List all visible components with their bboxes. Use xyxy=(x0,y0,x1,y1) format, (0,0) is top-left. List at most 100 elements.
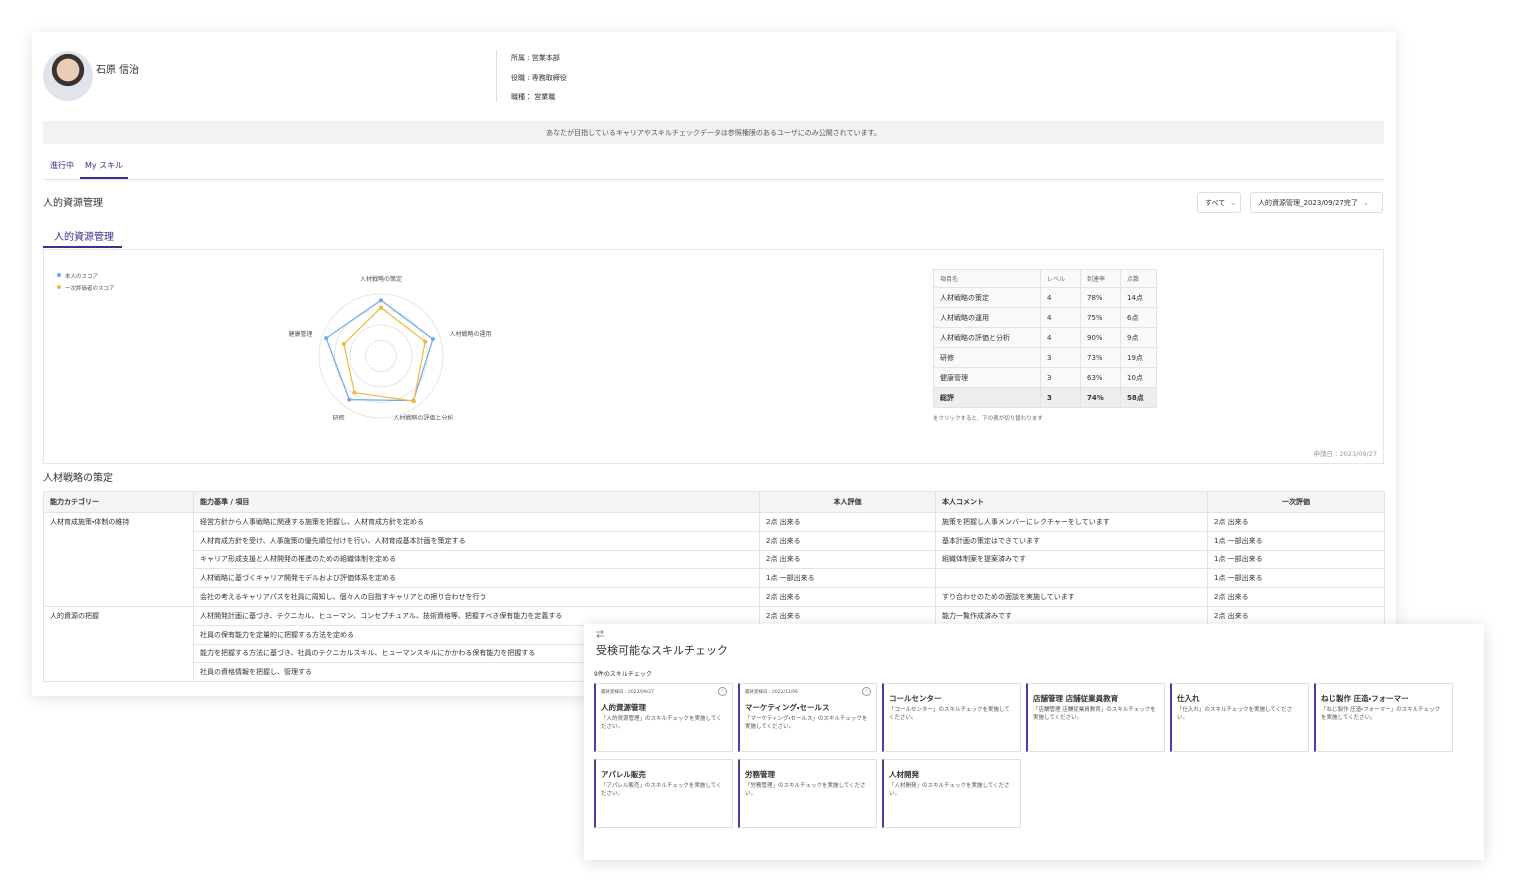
score-table: 項目名 レベル 到達率 点数 人材戦略の策定 4 78% 14点 人材戦略の運用 4 75% 6点 人材… xyxy=(933,269,1157,408)
score-cell: 14点 xyxy=(1120,287,1157,308)
skill-card[interactable]: アパレル販売「アパレル販売」のスキルチェックを実施してください。 xyxy=(594,759,733,828)
radar-point xyxy=(352,390,357,395)
section-title: 人的資源管理 xyxy=(43,198,103,209)
notice-bar xyxy=(43,121,1384,144)
detail-row: 人的資源の把握 人材開発計画に基づき、テクニカル、ヒューマン、コンセプチュアル、技… xyxy=(43,605,1385,683)
score-cell: 3 xyxy=(1040,367,1081,388)
score-row[interactable]: 総評 3 74% 58点 xyxy=(933,387,1157,408)
chevron: ⌄ xyxy=(1230,199,1237,207)
skill-card[interactable]: 最終受検日：2023/09/27 ✓ 人的資源管理 「人的資源管理」のスキルチェックを… xyxy=(594,683,733,752)
radar-point xyxy=(423,339,428,344)
tab-line xyxy=(43,179,1384,180)
legend-label: 本人のスコア xyxy=(65,274,99,280)
comment-cell: 組織体制案を提案済みです xyxy=(935,549,1208,570)
chevron: ⌄ xyxy=(1362,199,1369,207)
score-cell: 4 xyxy=(1040,327,1081,348)
axis-label: 研修 xyxy=(333,414,345,420)
score-cell: 総評 xyxy=(933,387,1041,408)
avatar xyxy=(43,51,93,101)
filter-label: すべて xyxy=(1205,199,1226,207)
header-cell: 点数 xyxy=(1120,269,1157,288)
last-date: 最終受検日：2022/11/06 xyxy=(745,690,798,695)
detail-row: 人材育成施策・体制の維持 経営方針から人事戦略に関連する施策を把握し、人材育成方針… xyxy=(43,512,1385,607)
skill-card[interactable]: 人材開発 「人材開発」のスキルチェックを実施してください。 xyxy=(882,759,1021,828)
swap-icon xyxy=(596,630,604,638)
radar-point xyxy=(379,298,383,303)
skill-card[interactable]: コールセンター「コールセンター」のスキルチェックを実施してください。 xyxy=(882,683,1021,752)
detail-title: 人材戦略の策定 xyxy=(43,473,113,484)
card-title: 人的資源管理 xyxy=(601,703,646,712)
filter-dropdown[interactable]: すべて ⌄ xyxy=(1197,192,1241,213)
skill-card[interactable]: 最終受検日：2022/11/06 ✓ マーケティング・セールス「マーケティング・セー… xyxy=(738,683,877,752)
radar-point xyxy=(430,337,435,342)
card-title: 仕入れ xyxy=(1177,694,1200,703)
score-row[interactable]: 人材戦略の運用 4 75% 6点 xyxy=(933,307,1157,328)
evaluator-cell: 1点 一部出来る xyxy=(1207,549,1385,570)
score-cell: 10点 xyxy=(1120,367,1157,388)
criterion-cell: 人材戦略に基づくキャリア開発モデルおよび評価体系を定める xyxy=(193,568,760,589)
axis-label: 人材戦略の策定 xyxy=(360,275,402,283)
evaluator-cell: 1点 一部出来る xyxy=(1207,568,1385,589)
evaluator-cell: 2点 出来る xyxy=(1207,587,1385,607)
skill-card[interactable]: ねじ製作 圧造・フォーマー 「ねじ製作 圧造・フォーマー」のスキルチェックを実施し… xyxy=(1314,683,1453,752)
axis-label: 健康管理 xyxy=(289,330,313,338)
card-description: 「コールセンター」のスキルチェックを実施してください。 xyxy=(889,707,1010,721)
criterion-cell: 会社の考えるキャリアパスを社員に周知し、個々人の目指すキャリアとの擦り合わせを行… xyxy=(193,587,760,607)
radar-point xyxy=(411,399,416,404)
score-cell: 90% xyxy=(1080,327,1121,348)
score-cell: 人材戦略の策定 xyxy=(933,287,1041,308)
header-cell: 到達率 xyxy=(1080,269,1121,288)
evaluator-cell: 1点 一部出来る xyxy=(1207,530,1385,551)
profile-field: 所属 : 営業本部 xyxy=(511,54,560,62)
score-cell: 78% xyxy=(1080,287,1121,308)
self-cell: 2点 出来る xyxy=(759,512,936,532)
legend-marker xyxy=(57,273,61,277)
detail-row: 人材戦略に基づくキャリア開発モデルおよび評価体系を定める 1点 一部出来る 1点 一… xyxy=(44,568,1385,589)
score-row[interactable]: 人材戦略の評価と分析 4 90% 9点 xyxy=(933,327,1157,348)
check-icon: ✓ xyxy=(862,687,871,696)
card-description: 「マーケティング・セールス」のスキルチェックを実施してください。 xyxy=(745,716,868,730)
card-title: コールセンター xyxy=(889,694,942,703)
header-row: 能力カテゴリー 能力基準 / 項目 本人評価 本人コメント 一次評価 xyxy=(43,491,1385,513)
card-title: アパレル販売 xyxy=(601,770,646,779)
profile-field: 役職 : 専務取締役 xyxy=(511,73,567,82)
skill-card[interactable]: 店舗管理 店舗従業員教育 「店舗管理 店舗従業員教育」のスキルチェックを実施してく… xyxy=(1026,683,1165,752)
header-cell: 項目名 xyxy=(933,269,1041,288)
score-cell: 58点 xyxy=(1120,387,1157,408)
criterion-cell: 人材開発計画に基づき、テクニカル、ヒューマン、コンセプチュアル、技術資格等、把握… xyxy=(193,605,760,626)
header-cell: レベル xyxy=(1040,269,1081,288)
score-cell: 63% xyxy=(1080,367,1121,388)
card-description: 「アパレル販売」のスキルチェックを実施してください。 xyxy=(601,783,722,797)
tab-underline xyxy=(80,177,128,179)
self-cell: 2点 出来る xyxy=(759,549,936,570)
skill-card[interactable]: 労務管理 「労務管理」のスキルチェックを実施してください。 xyxy=(738,759,877,828)
skill-card[interactable]: 仕入れ 「仕入れ」のスキルチェックを実施してください。 xyxy=(1170,683,1309,752)
divider xyxy=(496,50,497,102)
card-description: 「労務管理」のスキルチェックを実施してください。 xyxy=(745,783,866,797)
evaluator-cell: 2点 出来る xyxy=(1207,512,1385,532)
comment-cell xyxy=(935,568,1208,589)
tab[interactable]: 進行中 xyxy=(50,161,74,170)
score-row[interactable]: 研修 3 73% 19点 xyxy=(933,347,1157,368)
tab[interactable]: My スキル xyxy=(85,161,124,170)
card-title: マーケティング・セールス xyxy=(745,703,830,712)
score-cell: 6点 xyxy=(1120,307,1157,328)
header-cell: 本人評価 xyxy=(759,491,936,513)
self-cell: 2点 出来る xyxy=(759,530,936,551)
score-row[interactable]: 人材戦略の策定 4 78% 14点 xyxy=(933,287,1157,308)
comment-cell: すり合わせのための面談を実施しています xyxy=(935,587,1208,607)
radar-point xyxy=(324,336,329,341)
score-cell: 研修 xyxy=(933,347,1041,368)
filter-dropdown[interactable]: 人的資源管理_2023/09/27完了 ⌄ xyxy=(1250,192,1383,213)
header-cell: 本人コメント xyxy=(935,491,1208,513)
card-description: 「人的資源管理」のスキルチェックを実施してください。 xyxy=(601,716,722,730)
score-row[interactable]: 健康管理 3 63% 10点 xyxy=(933,367,1157,388)
header-row: 項目名 レベル 到達率 点数 xyxy=(933,269,1157,288)
self-cell: 1点 一部出来る xyxy=(759,568,936,589)
profile-field: 職種： 営業職 xyxy=(511,93,556,101)
grid-ring xyxy=(349,324,413,388)
subtab[interactable]: 人的資源管理 xyxy=(54,232,114,243)
self-cell: 2点 出来る xyxy=(759,587,936,607)
